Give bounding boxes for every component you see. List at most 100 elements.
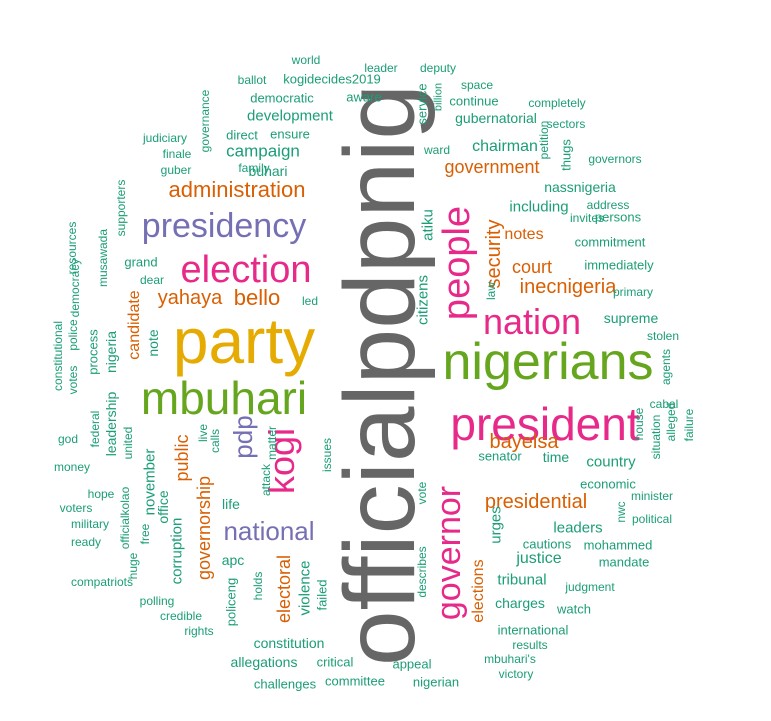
word-23: notes	[504, 226, 544, 243]
word-64: mandate	[598, 554, 650, 570]
word-106: direct	[226, 127, 258, 143]
word-94: votes	[66, 365, 80, 395]
word-49: note	[145, 329, 161, 357]
word-58: commitment	[574, 234, 646, 250]
word-86: military	[71, 517, 109, 531]
word-55: economic	[580, 476, 636, 492]
word-71: victory	[498, 667, 534, 681]
word-17: bayelsa	[489, 431, 559, 453]
word-123: ward	[423, 143, 451, 157]
word-135: failure	[682, 408, 696, 442]
word-139: law	[484, 281, 498, 301]
word-22: court	[511, 257, 553, 277]
word-146: live	[196, 423, 210, 443]
word-110: kogidecides2019	[283, 71, 381, 87]
word-109: ballot	[237, 73, 267, 87]
word-1: party	[172, 305, 316, 377]
word-124: governors	[588, 152, 642, 166]
word-81: credible	[159, 609, 203, 623]
word-70: mbuhari's	[484, 652, 536, 666]
word-3: president	[450, 398, 640, 450]
word-36: country	[586, 453, 636, 471]
word-54: office	[155, 490, 171, 524]
word-128: primary	[612, 285, 654, 299]
word-130: agents	[659, 348, 673, 386]
word-43: urges	[487, 506, 505, 544]
word-63: mohammed	[583, 537, 653, 553]
word-52: grand	[124, 254, 158, 270]
word-121: sectors	[546, 117, 586, 131]
word-75: critical	[316, 654, 354, 670]
word-82: rights	[184, 624, 214, 638]
word-33: citizens	[414, 274, 432, 326]
word-83: polling	[139, 594, 175, 608]
word-131: cabal	[649, 397, 679, 411]
word-145: calls	[208, 428, 222, 454]
word-60: allegations	[230, 654, 298, 670]
word-89: money	[53, 460, 91, 474]
word-77: failed	[314, 579, 330, 611]
word-37: including	[509, 198, 569, 216]
word-117: space	[460, 78, 494, 92]
word-144: matter	[265, 425, 279, 461]
word-122: petition	[537, 120, 551, 160]
word-69: results	[512, 638, 548, 652]
word-32: atiku	[419, 209, 437, 241]
word-40: corruption	[168, 517, 186, 585]
word-57: immediately	[584, 257, 654, 273]
word-92: united	[121, 426, 135, 460]
word-25: electoral	[274, 554, 294, 624]
word-46: charges	[495, 595, 545, 611]
word-147: led	[301, 294, 319, 308]
word-119: gubernatorial	[455, 110, 537, 126]
word-9: presidency	[141, 207, 307, 245]
word-20: government	[444, 157, 540, 177]
word-27: candidate	[126, 290, 143, 360]
word-44: time	[542, 449, 570, 465]
word-18: inecnigeria	[519, 276, 617, 298]
word-84: compatriots	[70, 575, 134, 589]
word-30: buhari	[248, 163, 288, 179]
word-4: mbuhari	[140, 372, 308, 424]
word-129: stolen	[646, 329, 680, 343]
word-6: people	[436, 205, 478, 321]
word-98: resources	[65, 221, 79, 275]
word-74: challenges	[253, 676, 317, 692]
word-87: voters	[59, 501, 93, 515]
word-65: cautions	[522, 536, 572, 552]
word-101: judiciary	[142, 131, 188, 145]
word-103: guber	[160, 163, 192, 177]
word-140: vote	[415, 481, 429, 505]
word-51: process	[85, 329, 101, 375]
word-31: chairman	[472, 138, 538, 155]
word-53: leadership	[103, 391, 119, 457]
word-134: alleged	[664, 402, 678, 442]
word-93: federal	[88, 410, 102, 448]
word-45: senator	[478, 448, 522, 464]
word-2: nigerians	[442, 333, 654, 391]
word-127: invites	[569, 211, 605, 225]
word-80: free	[138, 523, 152, 545]
word-136: minister	[630, 489, 674, 503]
word-108: democratic	[250, 90, 314, 106]
word-61: constitution	[253, 635, 325, 651]
word-16: presidential	[484, 491, 588, 513]
word-126: address	[586, 198, 630, 212]
word-62: committee	[325, 673, 385, 689]
word-21: governorship	[194, 475, 214, 581]
word-143: attack	[259, 463, 273, 497]
word-78: holds	[251, 571, 265, 601]
word-5: election	[180, 249, 312, 291]
word-133: situation	[649, 414, 663, 460]
word-100: supporters	[114, 179, 128, 237]
word-7: nation	[482, 301, 582, 342]
word-102: finale	[162, 147, 192, 161]
word-85: ready	[70, 535, 102, 549]
word-95: constitutional	[51, 320, 65, 392]
word-148: dear	[139, 273, 165, 287]
word-47: apc	[221, 552, 245, 568]
word-56: supreme	[603, 310, 659, 326]
word-14: bello	[233, 285, 281, 310]
word-107: ensure	[270, 126, 310, 142]
